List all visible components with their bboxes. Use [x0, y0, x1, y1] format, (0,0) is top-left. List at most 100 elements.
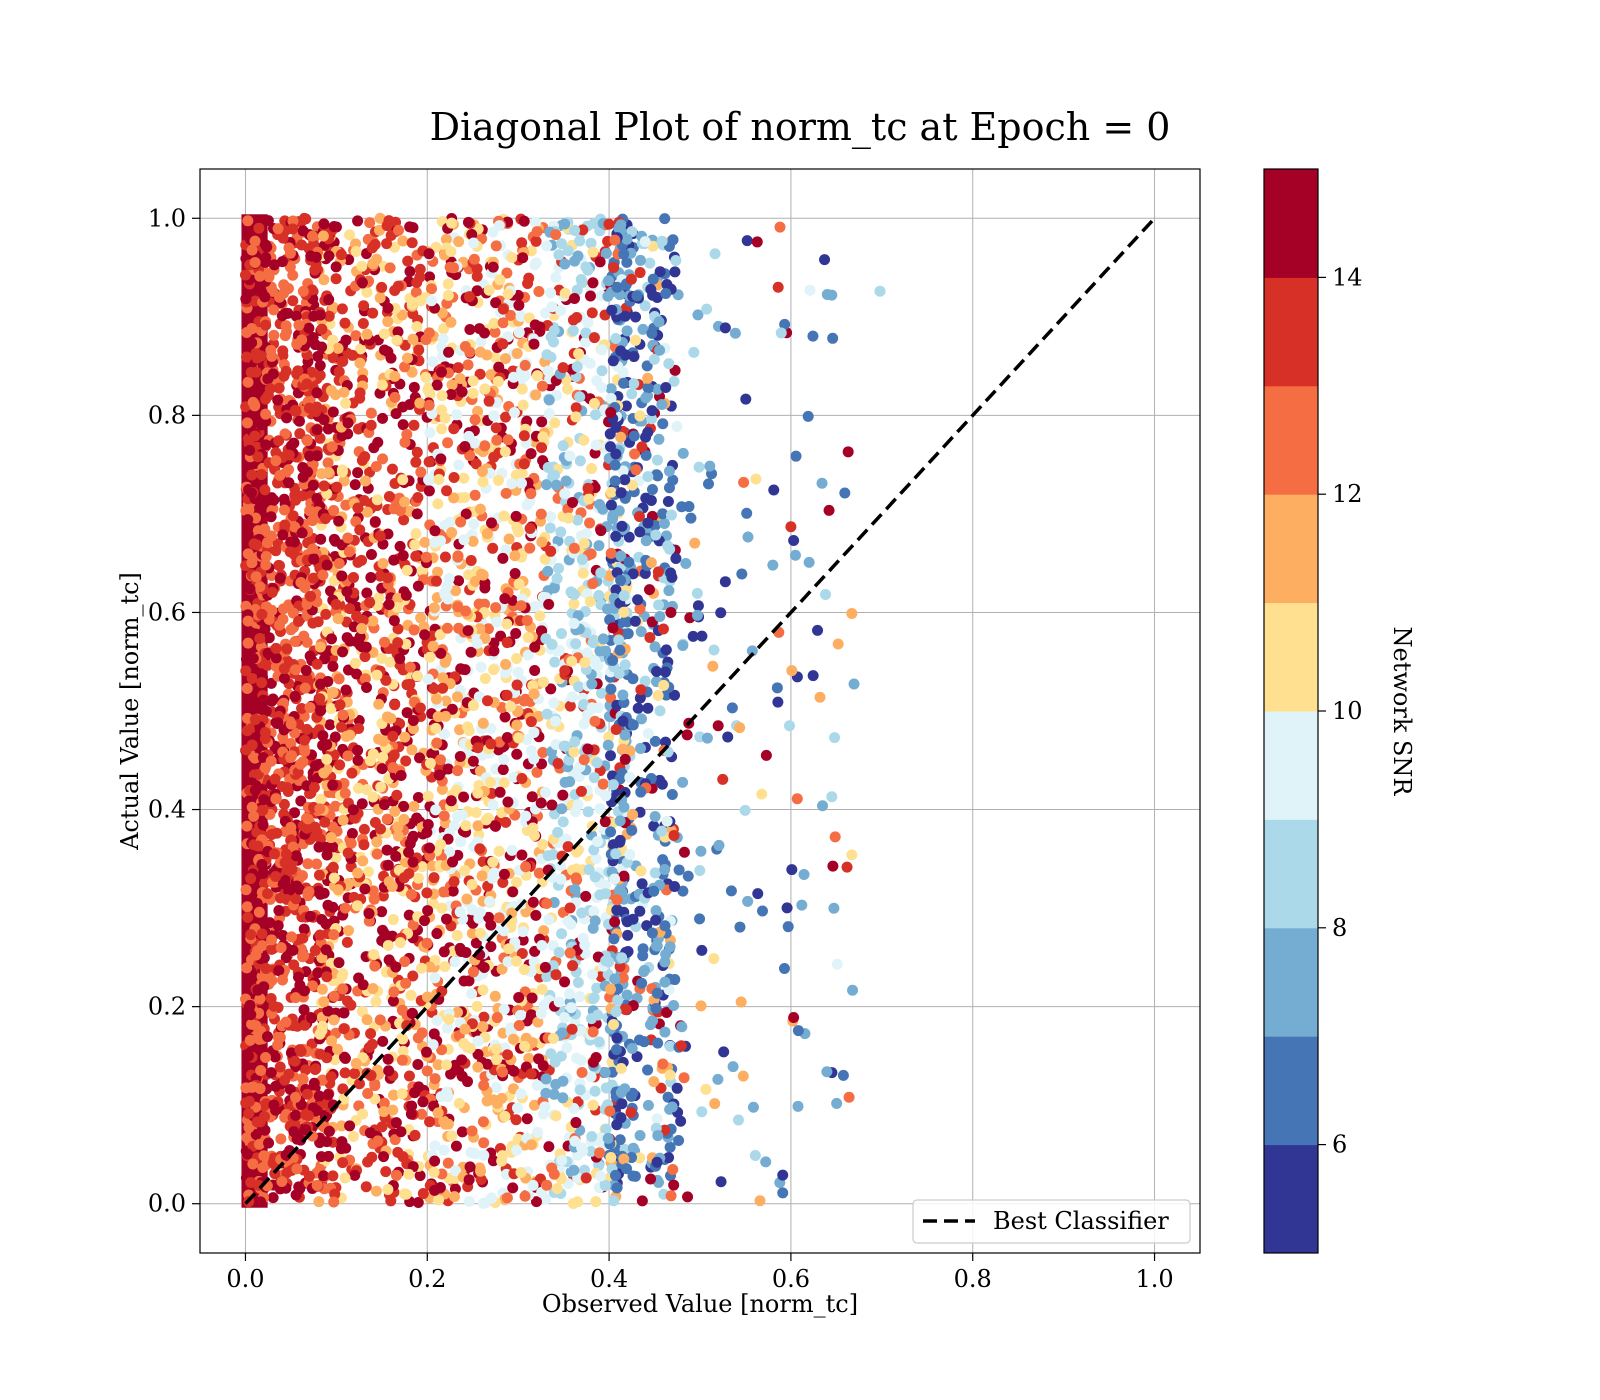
data-point	[463, 569, 475, 581]
data-point	[828, 902, 840, 914]
data-point	[370, 460, 382, 472]
data-point	[636, 878, 648, 890]
data-point	[347, 349, 359, 361]
data-point	[307, 617, 319, 629]
data-point	[523, 1052, 535, 1064]
data-point	[510, 955, 522, 967]
data-point	[499, 446, 511, 458]
data-point	[266, 934, 278, 946]
data-point	[316, 983, 328, 995]
data-point	[675, 1115, 687, 1127]
data-point	[280, 952, 292, 964]
data-point	[374, 823, 386, 835]
data-point	[401, 564, 413, 576]
data-point	[468, 237, 480, 249]
data-point	[333, 366, 345, 378]
data-point	[525, 448, 537, 460]
data-point	[503, 533, 515, 545]
data-point	[500, 353, 512, 365]
data-point	[561, 1042, 573, 1054]
data-point	[600, 645, 612, 657]
data-point	[472, 787, 484, 799]
data-point	[717, 773, 729, 785]
data-point	[491, 616, 503, 628]
data-point	[642, 382, 654, 394]
data-point	[394, 653, 406, 665]
data-point	[259, 1111, 271, 1123]
data-point	[439, 551, 451, 563]
data-point	[605, 683, 617, 695]
data-point	[641, 360, 653, 372]
data-point	[550, 1110, 562, 1122]
data-point	[617, 743, 629, 755]
data-point	[820, 588, 832, 600]
data-point	[245, 1009, 257, 1021]
data-point	[615, 345, 627, 357]
data-point	[586, 1013, 598, 1025]
data-point	[827, 332, 839, 344]
data-point	[360, 641, 372, 653]
data-point	[254, 581, 266, 593]
data-point	[470, 806, 482, 818]
data-point	[412, 491, 424, 503]
data-point	[479, 440, 491, 452]
data-point	[301, 435, 313, 447]
data-point	[441, 622, 453, 634]
data-point	[611, 1032, 623, 1044]
data-point	[611, 1119, 623, 1131]
data-point	[347, 1131, 359, 1143]
data-point	[336, 1120, 348, 1132]
data-point	[549, 1056, 561, 1068]
data-point	[693, 461, 705, 473]
data-point	[404, 266, 416, 278]
data-point	[506, 844, 518, 856]
data-point	[333, 515, 345, 527]
data-point	[525, 716, 537, 728]
data-point	[627, 1142, 639, 1154]
data-point	[627, 809, 639, 821]
data-point	[451, 691, 463, 703]
data-point	[277, 232, 289, 244]
data-point	[399, 496, 411, 508]
data-point	[419, 536, 431, 548]
data-point	[448, 876, 460, 888]
data-point	[498, 777, 510, 789]
data-point	[524, 542, 536, 554]
data-point	[377, 1035, 389, 1047]
data-point	[277, 603, 289, 615]
data-point	[411, 446, 423, 458]
data-point	[444, 846, 456, 858]
data-point	[588, 905, 600, 917]
data-point	[332, 1043, 344, 1055]
data-point	[266, 829, 278, 841]
data-point	[350, 330, 362, 342]
data-point	[272, 920, 284, 932]
data-point	[248, 538, 260, 550]
data-point	[289, 807, 301, 819]
data-point	[550, 1078, 562, 1090]
data-point	[268, 494, 280, 506]
data-point	[568, 542, 580, 554]
data-point	[696, 630, 708, 642]
data-point	[589, 715, 601, 727]
data-point	[599, 816, 611, 828]
data-point	[499, 593, 511, 605]
data-point	[508, 371, 520, 383]
data-point	[700, 1083, 712, 1095]
data-point	[658, 517, 670, 529]
data-point	[779, 318, 791, 330]
data-point	[665, 1190, 677, 1202]
data-point	[331, 481, 343, 493]
data-point	[284, 546, 296, 558]
data-point	[260, 1051, 272, 1063]
data-point	[343, 546, 355, 558]
data-point	[389, 370, 401, 382]
data-point	[691, 587, 703, 599]
data-point	[450, 1140, 462, 1152]
data-point	[597, 633, 609, 645]
data-point	[760, 1156, 772, 1168]
data-point	[493, 912, 505, 924]
data-point	[524, 522, 536, 534]
data-point	[659, 976, 671, 988]
data-point	[603, 731, 615, 743]
